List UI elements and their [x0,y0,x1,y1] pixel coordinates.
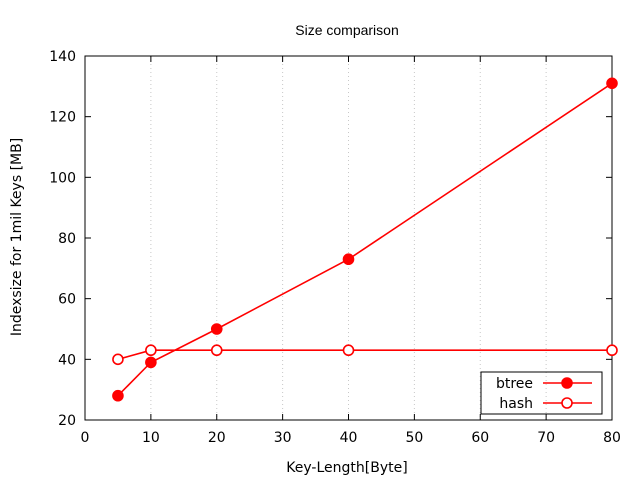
x-tick-label: 30 [274,430,292,446]
y-tick-label: 100 [49,170,76,186]
y-tick-label: 60 [58,292,76,308]
data-point-hash [342,344,355,357]
x-tick-label: 70 [537,430,555,446]
y-tick-label: 140 [49,49,76,65]
x-axis-label: Key-Length[Byte] [286,460,407,476]
y-tick-label: 20 [58,413,76,429]
x-tick-label: 50 [405,430,423,446]
chart-title: Size comparison [295,22,399,38]
data-point-btree [342,253,355,266]
legend-marker-btree [561,377,573,389]
data-point-hash [210,344,223,357]
series-line-btree [117,82,613,397]
legend-label-btree: btree [496,376,533,392]
data-point-hash [112,353,124,366]
series-btree [112,77,618,402]
data-point-btree [145,356,157,369]
x-tick-label: 20 [208,430,226,446]
grid-lines [150,56,547,420]
series-hash [112,344,618,366]
data-point-btree [112,389,124,402]
y-tick-label: 120 [49,110,76,126]
tick-labels: 0 10 20 30 40 50 60 70 80 20 40 60 80 100 120 140 [49,49,621,446]
axis-ticks [84,55,613,421]
x-tick-label: 40 [340,430,358,446]
x-tick-label: 80 [603,430,621,446]
x-tick-label: 10 [142,430,160,446]
y-axis-label: Indexsize for 1mil Keys [MB] [9,138,25,336]
series-line-hash [117,349,612,361]
data-point-btree [606,77,618,90]
x-tick-label: 60 [471,430,489,446]
legend-marker-hash [561,397,573,409]
legend: btree hash [480,371,603,415]
data-point-hash [145,344,157,357]
legend-label-hash: hash [499,396,533,412]
series-group [112,77,618,402]
legend-box [480,371,603,415]
y-tick-label: 80 [58,231,76,247]
x-tick-label: 0 [81,430,90,446]
y-tick-label: 40 [58,352,76,368]
data-point-btree [210,323,223,335]
data-point-hash [606,344,618,357]
plot-frame [84,55,613,421]
